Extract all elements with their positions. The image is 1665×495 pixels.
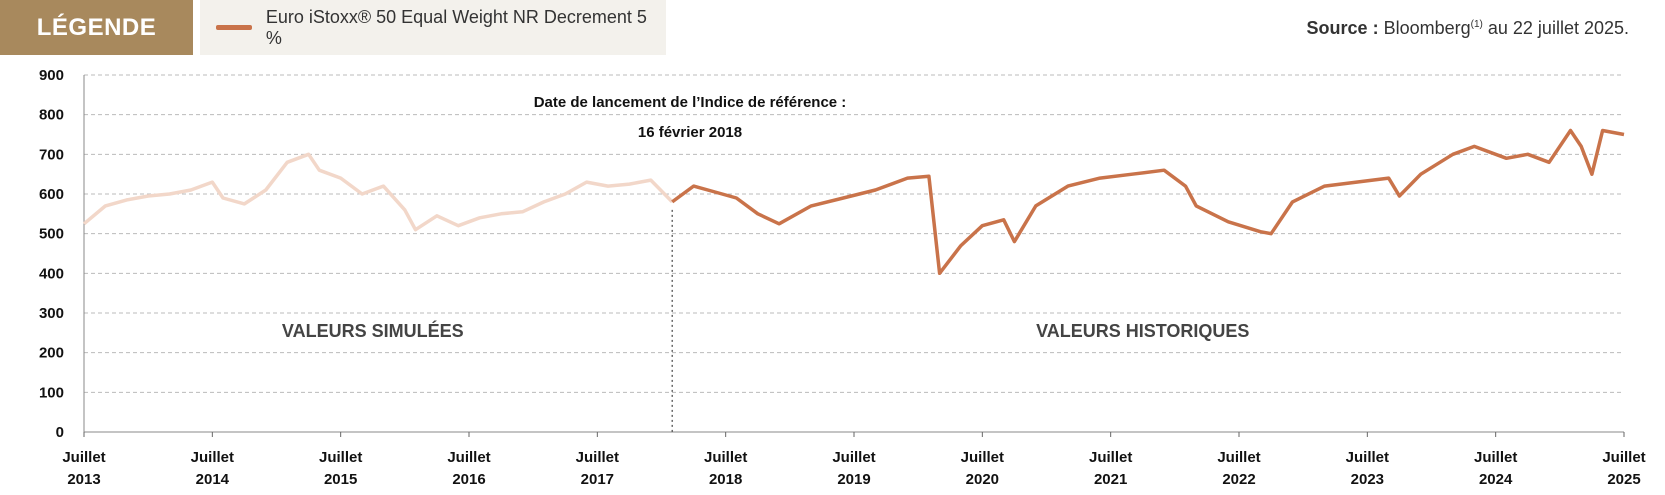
y-tick-label: 500 [39,226,64,243]
region-historical-label: VALEURS HISTORIQUES [1036,321,1249,341]
x-tick-label: Juillet [1602,449,1645,466]
y-tick-label: 100 [39,384,64,401]
x-tick-year: 2025 [1607,471,1640,488]
x-tick-year: 2019 [837,471,870,488]
x-tick-label: Juillet [576,449,619,466]
source-note: Source : Bloomberg(1) au 22 juillet 2025… [1307,18,1629,39]
x-tick-label: Juillet [62,449,105,466]
source-superscript: (1) [1470,19,1483,30]
y-axis: 0 100 200 300 400 500 600 700 800 900 [39,67,85,441]
source-text: Bloomberg [1383,18,1471,38]
source-label: Source : [1306,18,1379,38]
x-tick-year: 2018 [709,471,742,488]
y-tick-label: 400 [39,265,64,282]
launch-annotation-line1: Date de lancement de l’Indice de référen… [534,94,847,111]
series-line-simulated [82,152,674,232]
x-tick-year: 2022 [1222,471,1255,488]
y-tick-label: 600 [39,186,64,203]
x-tick-label: Juillet [704,449,747,466]
y-tick-label: 700 [39,146,64,163]
x-tick-year: 2014 [196,471,230,488]
x-tick-label: Juillet [191,449,234,466]
gridlines [84,74,1624,433]
x-tick-year: 2021 [1094,471,1127,488]
source-suffix: au 22 juillet 2025. [1487,18,1629,38]
y-tick-label: 800 [39,107,64,124]
legend-tag: LÉGENDE [0,0,193,55]
x-axis: Juillet 2013 Juillet 2014 Juillet 2015 Juillet… [62,432,1646,488]
region-simulated-label: VALEURS SIMULÉES [282,320,464,341]
x-tick-label: Juillet [961,449,1004,466]
x-tick-label: Juillet [1089,449,1132,466]
x-tick-year: 2020 [966,471,999,488]
x-tick-year: 2013 [67,471,100,488]
x-tick-label: Juillet [832,449,875,466]
x-tick-label: Juillet [447,449,490,466]
x-tick-year: 2016 [452,471,485,488]
y-tick-label: 300 [39,305,64,322]
legend-series-label: Euro iStoxx® 50 Equal Weight NR Decremen… [265,6,647,48]
x-tick-label: Juillet [1474,449,1517,466]
x-tick-year: 2023 [1351,471,1384,488]
y-tick-label: 200 [39,345,64,362]
launch-annotation-line2: 16 février 2018 [638,124,742,141]
series-line-historical [671,128,1625,276]
series-lines [82,128,1625,276]
y-tick-label: 900 [39,67,64,84]
legend-box: Euro iStoxx® 50 Equal Weight NR Decremen… [200,0,666,55]
x-tick-year: 2015 [324,471,357,488]
x-tick-label: Juillet [1217,449,1260,466]
legend-swatch [216,25,252,30]
x-tick-year: 2024 [1479,471,1513,488]
x-tick-year: 2017 [581,471,614,488]
x-tick-label: Juillet [1346,449,1389,466]
x-tick-label: Juillet [319,449,362,466]
y-tick-label: 0 [56,424,64,441]
